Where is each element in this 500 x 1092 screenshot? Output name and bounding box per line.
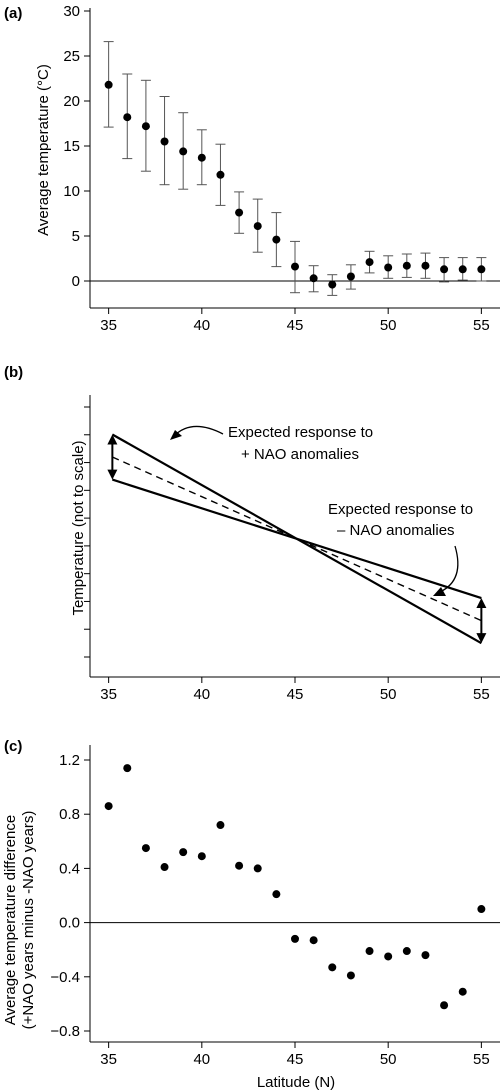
panel-c-y-tick-label: 0.8: [59, 806, 80, 823]
data-point: [421, 951, 430, 960]
panel-a-x-tick-label: 50: [380, 317, 397, 334]
annotation-positive-nao-line2: + NAO anomalies: [241, 446, 359, 463]
panel-a-y-tick-label: 5: [72, 228, 80, 245]
annotation-negative-nao-arrowhead: [433, 587, 446, 596]
data-point: [402, 947, 411, 956]
data-point: [104, 80, 113, 89]
data-point: [216, 170, 225, 179]
panel-b-label: (b): [4, 364, 23, 381]
data-point: [123, 764, 132, 773]
panel-c-label: (c): [4, 738, 22, 755]
data-point: [253, 222, 262, 231]
data-point: [458, 265, 467, 274]
panel-a-plot: 35 40 45 50 55 0 5 10 15 20 25 30: [63, 3, 500, 334]
data-point: [365, 947, 374, 956]
panel-a-y-tick-label: 0: [72, 273, 80, 290]
panel-a-ylabel: Average temperature (°C): [35, 64, 52, 236]
data-point: [458, 987, 467, 996]
data-point: [253, 864, 262, 873]
data-point: [328, 963, 337, 972]
panel-c-x-tick-label: 50: [380, 1051, 397, 1068]
data-point: [104, 802, 113, 811]
data-point: [309, 274, 318, 283]
panel-a-label: (a): [4, 5, 22, 22]
panel-c-x-tick-label: 35: [100, 1051, 117, 1068]
data-point: [272, 890, 281, 899]
dashed-mean-line: [112, 456, 482, 622]
panel-c-x-tick-label: 40: [193, 1051, 210, 1068]
panel-a-y-tick-label: 20: [63, 93, 80, 110]
panel-c-plot: 35 40 45 50 55 −0.8 −0.4 0.0 0.4 0.8 1.2: [50, 745, 500, 1068]
panel-c-x-tick-label: 55: [473, 1051, 490, 1068]
annotation-positive-nao-line1: Expected response to: [228, 424, 373, 441]
data-point: [346, 971, 355, 980]
panel-c-y-tick-label: 0.0: [59, 915, 80, 932]
data-point: [421, 261, 430, 270]
panel-c-x-tick-label: 45: [287, 1051, 304, 1068]
panel-a-x-tick-label: 45: [287, 317, 304, 334]
panel-b-x-tick-label: 50: [380, 686, 397, 703]
data-point: [141, 122, 150, 131]
panel-c-xlabel: Latitude (N): [257, 1074, 335, 1091]
data-point: [179, 147, 188, 156]
data-point: [291, 934, 299, 943]
double-arrow-head-down: [107, 469, 118, 480]
panel-c: (c) Average temperature difference (+NAO…: [2, 738, 500, 1091]
annotation-positive-nao-arrow: [173, 425, 224, 437]
data-point: [384, 952, 393, 961]
panel-a-x-tick-label: 40: [193, 317, 210, 334]
data-point: [141, 844, 150, 853]
data-point: [365, 258, 374, 267]
data-point: [272, 235, 281, 244]
panel-c-y-tick-label: 1.2: [59, 752, 80, 769]
panel-a-x-tick-label: 35: [100, 317, 117, 334]
data-point: [440, 265, 449, 274]
data-point: [477, 265, 486, 274]
data-point: [309, 936, 318, 945]
panel-b-plot: 35 40 45 50 55: [84, 395, 500, 703]
panel-b-x-tick-label: 40: [193, 686, 210, 703]
data-point: [179, 848, 188, 857]
panel-c-ylabel-line2: (+NAO years minus -NAO years): [20, 811, 37, 1030]
panel-c-ylabel-line1: Average temperature difference: [2, 815, 19, 1025]
panel-c-y-tick-label: −0.8: [50, 1023, 80, 1040]
data-point: [197, 852, 206, 861]
data-point: [346, 272, 355, 281]
data-point: [477, 905, 486, 914]
panel-b-x-tick-label: 55: [473, 686, 490, 703]
data-point: [123, 113, 132, 122]
double-arrow-head-down: [476, 633, 487, 644]
double-arrow-head-up: [476, 598, 487, 609]
panel-b-ylabel: Temperature (not to scale): [70, 440, 87, 615]
data-point: [160, 863, 169, 872]
double-arrow-head-up: [107, 434, 118, 445]
panel-a-y-tick-label: 10: [63, 183, 80, 200]
panel-a-x-tick-label: 55: [473, 317, 490, 334]
panel-b: (b) Temperature (not to scale) 35 40 45 50 5…: [4, 364, 500, 703]
annotation-negative-nao-arrow: [439, 545, 459, 593]
panel-a: (a) Average temperature (°C) 35 40 45 50 55 0…: [4, 3, 500, 334]
data-point: [197, 153, 206, 162]
panel-a-y-tick-label: 30: [63, 3, 80, 20]
panel-b-x-tick-label: 45: [287, 686, 304, 703]
data-point: [160, 137, 169, 146]
annotation-negative-nao-line1: Expected response to: [328, 501, 473, 518]
panel-c-y-tick-label: 0.4: [59, 860, 80, 877]
data-point: [328, 280, 337, 289]
data-point: [235, 861, 244, 870]
panel-c-y-tick-label: −0.4: [50, 969, 80, 986]
panel-a-y-tick-label: 25: [63, 48, 80, 65]
data-point: [440, 1001, 449, 1010]
data-point: [291, 262, 299, 271]
data-point: [235, 208, 244, 217]
annotation-positive-nao-arrowhead: [170, 430, 182, 440]
data-point: [402, 261, 411, 270]
data-point: [216, 821, 225, 830]
annotation-negative-nao-line2: – NAO anomalies: [337, 522, 455, 539]
panel-a-y-tick-label: 15: [63, 138, 80, 155]
panel-b-x-tick-label: 35: [100, 686, 117, 703]
data-point: [384, 263, 393, 272]
response-line: [112, 478, 482, 600]
